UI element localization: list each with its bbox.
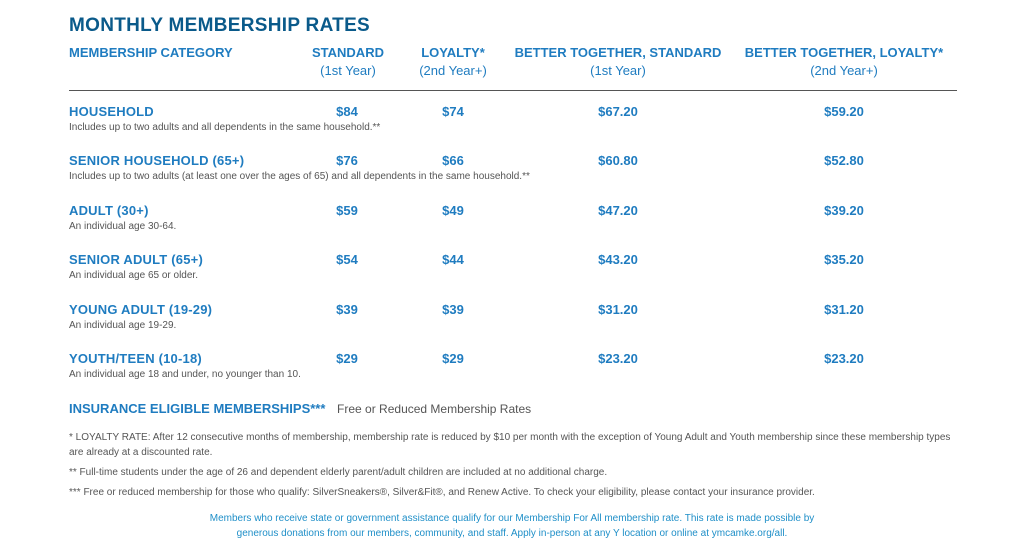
table-row: HOUSEHOLD Includes up to two adults and a… [0,104,1024,148]
membership-name: ADULT (30+) [69,203,149,218]
assistance-note-line: generous donations from our members, com… [236,528,788,539]
membership-description: Includes up to two adults (at least one … [69,171,530,182]
price-bt-standard: $47.20 [598,203,638,218]
table-row: ADULT (30+) An individual age 30-64. $59 $4… [0,203,1024,247]
column-header-sublabel: (2nd Year+) [810,63,878,78]
price-loyalty: $44 [442,252,464,267]
price-bt-loyalty: $31.20 [824,302,864,317]
price-loyalty: $49 [442,203,464,218]
column-header-bt-standard: BETTER TOGETHER, STANDARD (1st Year) [513,44,723,80]
price-bt-loyalty: $35.20 [824,252,864,267]
membership-description: An individual age 30-64. [69,221,177,232]
price-bt-loyalty: $52.80 [824,153,864,168]
price-loyalty: $66 [442,153,464,168]
column-header-sublabel: (2nd Year+) [419,63,487,78]
footnote-students: ** Full-time students under the age of 2… [69,467,608,478]
column-header-category-label: MEMBERSHIP CATEGORY [69,45,233,60]
price-bt-standard: $60.80 [598,153,638,168]
footnote-loyalty: * LOYALTY RATE: After 12 consecutive mon… [69,432,951,458]
price-standard: $59 [336,203,358,218]
insurance-label: INSURANCE ELIGIBLE MEMBERSHIPS*** [69,401,326,416]
page-title: MONTHLY MEMBERSHIP RATES [69,15,371,36]
column-header-label: BETTER TOGETHER, LOYALTY* [744,45,944,60]
column-header-label: STANDARD [312,45,384,60]
price-bt-loyalty: $23.20 [824,351,864,366]
membership-name: YOUNG ADULT (19-29) [69,302,213,317]
price-bt-standard: $43.20 [598,252,638,267]
price-bt-standard: $67.20 [598,104,638,119]
price-bt-loyalty: $39.20 [824,203,864,218]
column-header-label: LOYALTY* [421,45,485,60]
price-loyalty: $39 [442,302,464,317]
insurance-memberships: INSURANCE ELIGIBLE MEMBERSHIPS*** Free o… [69,401,531,416]
header-divider [69,90,957,91]
price-bt-standard: $31.20 [598,302,638,317]
column-header-category: MEMBERSHIP CATEGORY [69,44,233,62]
assistance-note-line: Members who receive state or government … [209,513,815,524]
table-row: YOUTH/TEEN (10-18) An individual age 18 a… [0,351,1024,395]
membership-description: Includes up to two adults and all depend… [69,122,381,133]
table-row: SENIOR ADULT (65+) An individual age 65 o… [0,252,1024,296]
price-standard: $76 [336,153,358,168]
membership-description: An individual age 65 or older. [69,270,198,281]
membership-name: SENIOR HOUSEHOLD (65+) [69,153,245,168]
price-bt-standard: $23.20 [598,351,638,366]
assistance-note: Members who receive state or government … [0,511,1024,541]
price-bt-loyalty: $59.20 [824,104,864,119]
column-header-sublabel: (1st Year) [590,63,646,78]
price-standard: $84 [336,104,358,119]
column-header-label: BETTER TOGETHER, STANDARD [514,45,722,60]
price-loyalty: $29 [442,351,464,366]
membership-description: An individual age 18 and under, no young… [69,369,301,380]
price-standard: $54 [336,252,358,267]
price-standard: $29 [336,351,358,366]
table-row: SENIOR HOUSEHOLD (65+) Includes up to two… [0,153,1024,197]
membership-name: SENIOR ADULT (65+) [69,252,203,267]
membership-name: YOUTH/TEEN (10-18) [69,351,202,366]
column-header-sublabel: (1st Year) [320,63,376,78]
table-row: YOUNG ADULT (19-29) An individual age 19-… [0,302,1024,346]
price-loyalty: $74 [442,104,464,119]
membership-name: HOUSEHOLD [69,104,154,119]
insurance-note: Free or Reduced Membership Rates [337,402,532,416]
membership-description: An individual age 19-29. [69,320,177,331]
footnote-insurance: *** Free or reduced membership for those… [69,487,815,498]
price-standard: $39 [336,302,358,317]
column-header-loyalty: LOYALTY* (2nd Year+) [408,44,498,80]
column-header-bt-loyalty: BETTER TOGETHER, LOYALTY* (2nd Year+) [743,44,945,80]
column-header-standard: STANDARD (1st Year) [308,44,388,80]
